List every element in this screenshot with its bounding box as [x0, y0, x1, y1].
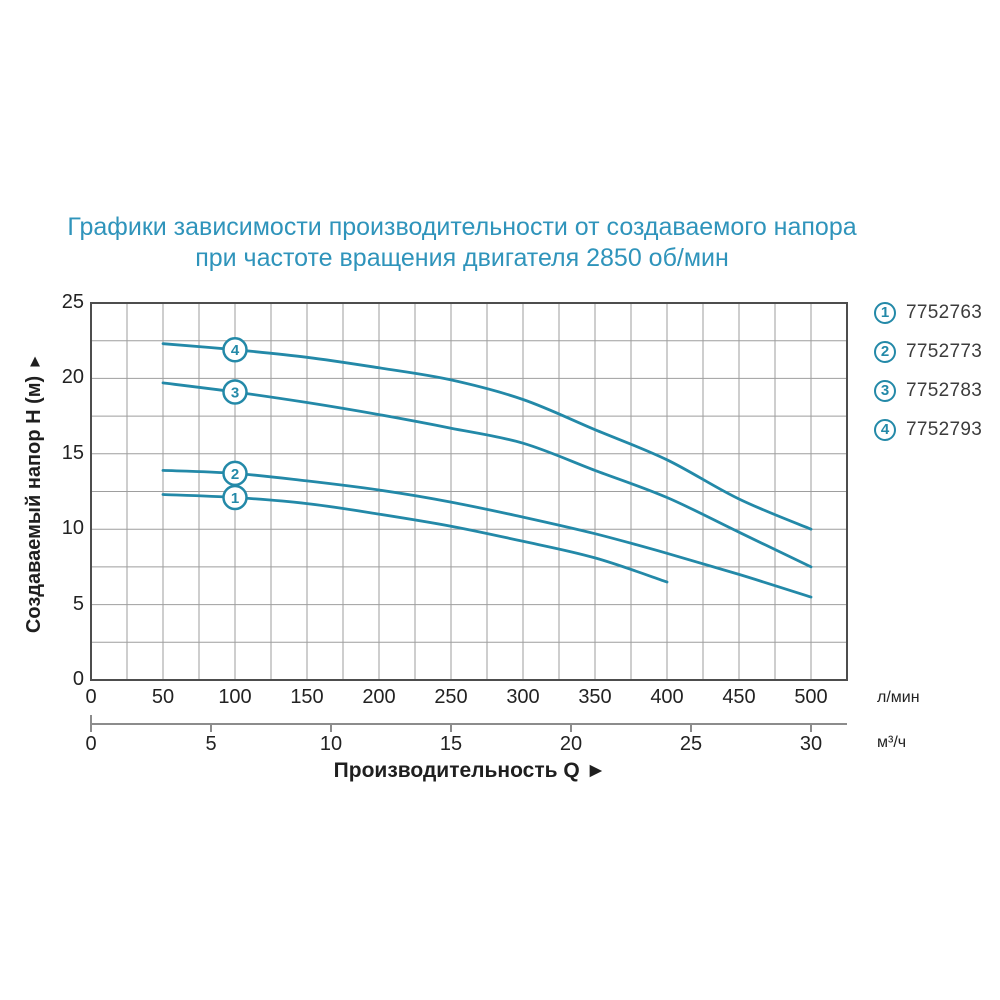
- y-tick-label: 0: [72, 668, 84, 690]
- x-tick-label-lmin: 350: [578, 686, 612, 708]
- plot-area: 1 2 3 4: [90, 302, 848, 732]
- x-tick-label-m3h: 0: [85, 733, 97, 755]
- legend-row: 4 7752793: [874, 418, 982, 441]
- curve-2-marker-icon: [222, 460, 248, 487]
- part-number: 7752783: [906, 379, 983, 401]
- x-tick-label-lmin: 250: [434, 686, 468, 708]
- y-tick-label: 5: [72, 592, 84, 615]
- part-number: 7752773: [906, 340, 983, 362]
- curve-3-marker-icon: [222, 379, 248, 405]
- chart-title-line2: при частоте вращения двигателя 2850 об/м…: [195, 244, 729, 272]
- x-tick-label-lmin: 200: [362, 686, 396, 708]
- curve-4-badge-icon: 4: [874, 418, 896, 441]
- legend-row: 3 7752783: [874, 379, 982, 402]
- curve-3-badge-icon: 3: [874, 379, 896, 402]
- x-tick-label-m3h: 15: [439, 733, 463, 755]
- y-tick-label: 20: [61, 366, 84, 389]
- x-tick-label-m3h: 25: [679, 733, 703, 755]
- legend: 1 7752763 2 7752773 3 7752783 4 7752793: [874, 301, 982, 457]
- curve-1-badge-icon: 1: [874, 301, 896, 324]
- x-axis-title: Производительность Q ►: [333, 759, 607, 782]
- curve-4: [161, 342, 813, 531]
- x-tick-label-lmin: 50: [151, 686, 175, 708]
- legend-row: 2 7752773: [874, 340, 982, 363]
- x-tick-label-lmin: 150: [290, 686, 324, 708]
- curve-3-marker-label: 3: [231, 384, 239, 401]
- part-number: 7752763: [906, 301, 983, 323]
- x-tick-label-lmin: 100: [218, 686, 252, 708]
- primary-axis-unit: л/мин: [877, 689, 920, 706]
- x-tick-label-lmin: 300: [506, 686, 540, 708]
- curve-2: [161, 469, 813, 599]
- x-tick-label-lmin: 450: [722, 686, 756, 708]
- curve-4-marker-label: 4: [231, 342, 240, 359]
- curve-3: [161, 381, 813, 569]
- x-tick-label-m3h: 10: [319, 733, 343, 755]
- x-tick-label-m3h: 30: [799, 733, 823, 755]
- y-tick-label: 25: [61, 291, 84, 313]
- curve-4-marker-icon: [222, 336, 248, 363]
- x-tick-label-lmin: 500: [794, 686, 828, 708]
- part-number: 7752793: [906, 418, 983, 440]
- chart-title: Графики зависимости производительности о…: [0, 212, 924, 274]
- x-tick-label-lmin: 0: [85, 686, 97, 708]
- x-tick-label-lmin: 400: [650, 686, 684, 708]
- y-tick-label: 15: [61, 441, 84, 464]
- chart-title-line1: Графики зависимости производительности о…: [67, 213, 857, 241]
- secondary-axis-unit: м³/ч: [877, 734, 907, 751]
- legend-row: 1 7752763: [874, 301, 982, 324]
- curve-1-marker-label: 1: [231, 490, 239, 507]
- x-tick-label-m3h: 5: [205, 733, 217, 755]
- x-tick-label-m3h: 20: [559, 733, 583, 755]
- curve-2-badge-icon: 2: [874, 340, 896, 363]
- curve-2-marker-label: 2: [231, 466, 239, 483]
- y-tick-label: 10: [61, 517, 84, 540]
